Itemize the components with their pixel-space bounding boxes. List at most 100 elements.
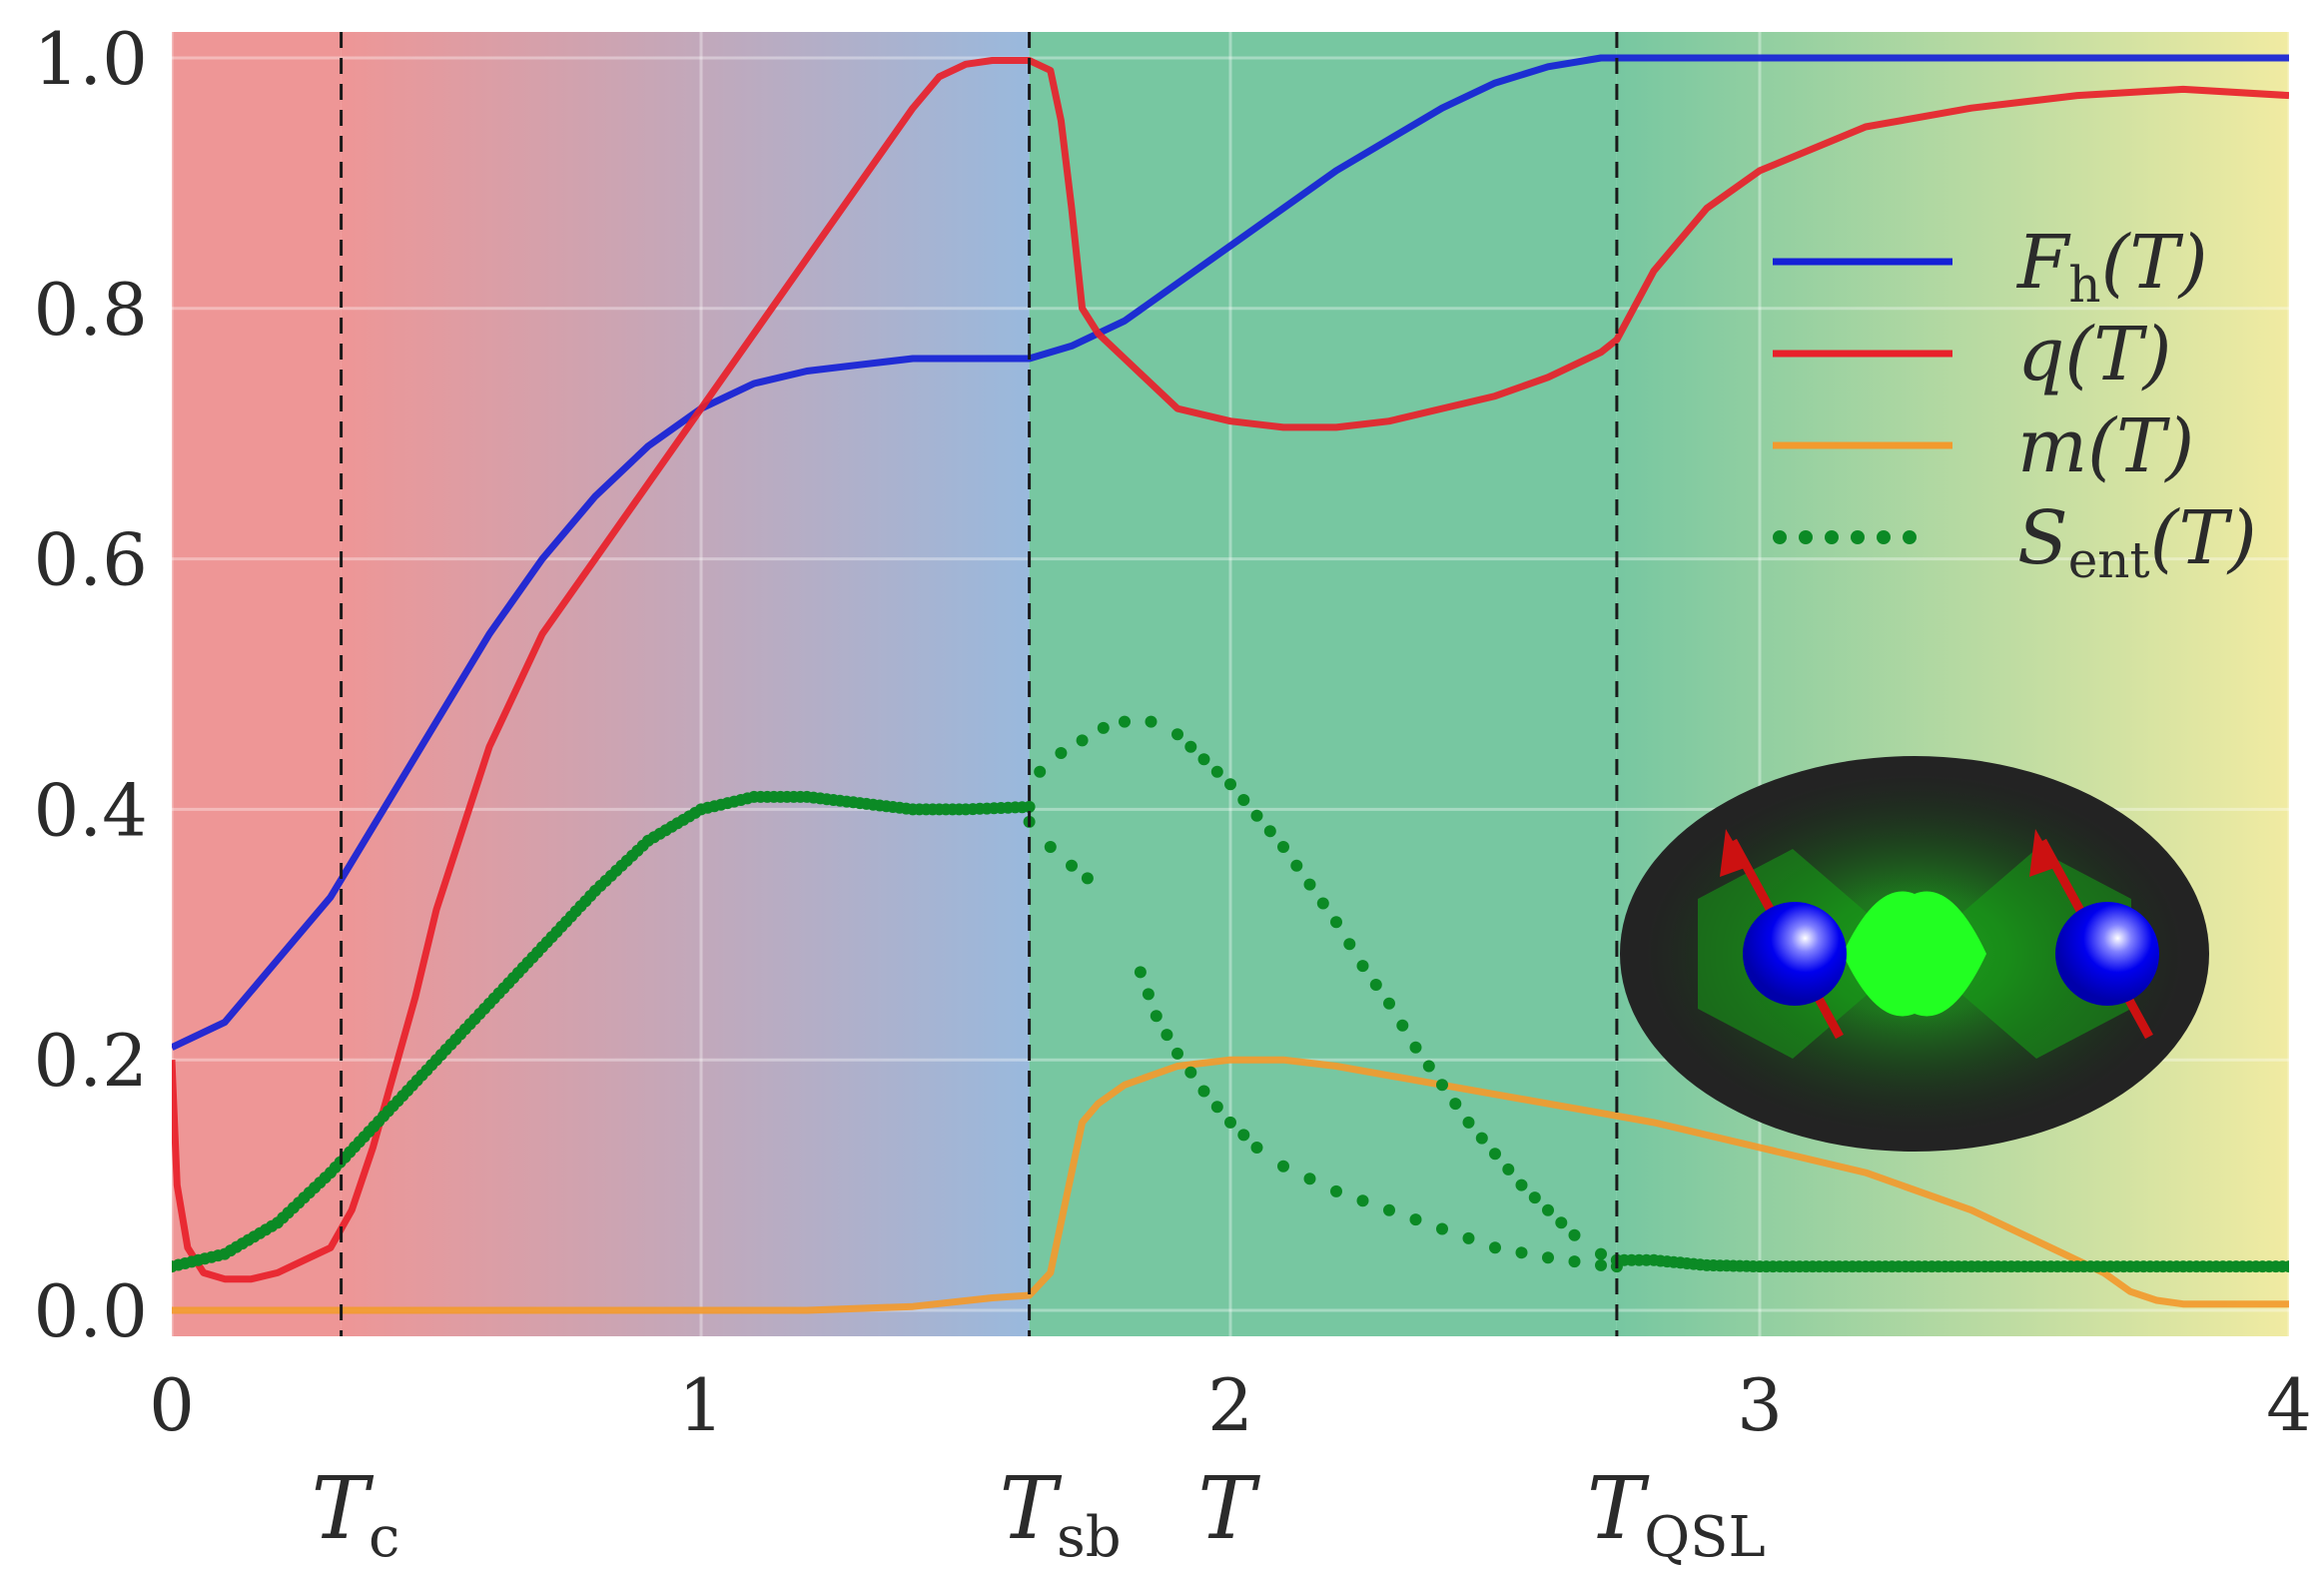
legend-swatch-dot bbox=[1851, 530, 1865, 544]
marker-sub: c bbox=[369, 1505, 399, 1567]
legend-main: F bbox=[2015, 220, 2071, 306]
sent-point bbox=[1436, 1222, 1448, 1235]
legend-rest: (T) bbox=[2101, 220, 2208, 306]
marker-main: T bbox=[1587, 1459, 1650, 1559]
sent-point bbox=[1277, 841, 1289, 853]
x-tick-label: 3 bbox=[1737, 1363, 1783, 1447]
sent-point bbox=[1528, 1191, 1541, 1204]
sent-point bbox=[1277, 1160, 1289, 1173]
sent-point bbox=[1171, 728, 1183, 741]
y-tick-label: 0.6 bbox=[33, 518, 148, 602]
sent-point bbox=[1462, 1116, 1475, 1129]
left-arrow-head bbox=[1720, 829, 1748, 877]
legend-sub: h bbox=[2068, 256, 2100, 314]
sent-point bbox=[1044, 841, 1057, 853]
legend-main: S bbox=[2017, 495, 2068, 581]
sent-point bbox=[1119, 715, 1131, 728]
left-spin-sphere bbox=[1743, 902, 1847, 1006]
background-region-1 bbox=[172, 32, 342, 1336]
sent-point bbox=[1396, 1019, 1409, 1032]
phase-marker-label: Tsb bbox=[1000, 1459, 1122, 1567]
sent-point bbox=[1034, 765, 1047, 778]
axis-tick-labels: 0 1 2 3 4 0.0 0.2 0.4 0.6 0.8 1.0 bbox=[33, 17, 2311, 1447]
sent-point bbox=[1142, 988, 1155, 1001]
x-tick-label: 2 bbox=[1207, 1363, 1253, 1447]
background-region-2 bbox=[341, 32, 1030, 1336]
background-region-3 bbox=[1029, 32, 1617, 1336]
sent-point bbox=[1145, 715, 1158, 728]
sent-point bbox=[1197, 1085, 1210, 1098]
sent-point bbox=[1489, 1148, 1501, 1161]
marker-sub: sb bbox=[1057, 1505, 1122, 1567]
legend-main: q bbox=[2017, 312, 2064, 397]
sent-point bbox=[1330, 916, 1342, 929]
sent-point bbox=[1161, 1029, 1173, 1042]
sent-point bbox=[1055, 747, 1068, 759]
legend-main: m bbox=[2017, 403, 2087, 489]
sent-point bbox=[1250, 1142, 1263, 1154]
marker-sub: QSL bbox=[1644, 1505, 1765, 1567]
sent-point bbox=[1197, 753, 1210, 766]
legend-entry: m(T) bbox=[2017, 403, 2194, 489]
sent-point bbox=[1383, 1203, 1395, 1216]
sent-point bbox=[1184, 740, 1197, 753]
legend-rest: (T) bbox=[2150, 495, 2257, 581]
sent-point bbox=[1224, 778, 1236, 791]
legend-swatch-dot bbox=[1773, 530, 1787, 544]
sent-point bbox=[1081, 872, 1094, 885]
phase-marker-labels: Tc Tsb TQSL bbox=[312, 1459, 1766, 1570]
sent-point bbox=[1356, 960, 1369, 973]
series-line-qt bbox=[172, 57, 2289, 1283]
y-tick-label: 0.0 bbox=[33, 1269, 148, 1353]
y-tick-label: 1.0 bbox=[33, 17, 148, 101]
sent-point bbox=[1462, 1231, 1475, 1244]
sent-point bbox=[1369, 979, 1382, 991]
sent-point bbox=[1184, 1066, 1197, 1079]
sent-point bbox=[1171, 1047, 1183, 1060]
sent-point bbox=[1303, 878, 1316, 891]
legend-rest: (T) bbox=[2087, 403, 2194, 489]
legend-entry: Fh(T) bbox=[2015, 220, 2208, 314]
legend-sub: ent bbox=[2068, 531, 2150, 589]
marker-main: T bbox=[312, 1459, 375, 1559]
sent-point bbox=[1489, 1241, 1501, 1254]
right-arrow-head bbox=[2029, 829, 2057, 877]
sent-point bbox=[1290, 859, 1303, 872]
sent-point bbox=[1422, 1060, 1435, 1073]
legend-entry: Sent(T) bbox=[2017, 495, 2257, 589]
sent-point bbox=[2283, 1260, 2289, 1273]
phase-marker-lines bbox=[340, 32, 1619, 1336]
sent-point bbox=[1595, 1258, 1607, 1271]
legend: Fh(T)q(T)m(T)Sent(T) bbox=[1773, 220, 2257, 589]
sent-point bbox=[1210, 1101, 1223, 1114]
sent-point bbox=[1097, 721, 1110, 734]
sent-point bbox=[1316, 897, 1329, 910]
phase-marker-label: TQSL bbox=[1587, 1459, 1766, 1567]
sent-point bbox=[1409, 1213, 1422, 1226]
sent-point bbox=[1383, 997, 1395, 1010]
sent-point bbox=[1475, 1132, 1488, 1145]
y-tick-label: 0.2 bbox=[33, 1019, 148, 1103]
sent-point bbox=[1263, 825, 1276, 838]
legend-swatch-dot bbox=[1799, 530, 1813, 544]
x-tick-label: 0 bbox=[149, 1363, 195, 1447]
phase-marker-label: Tc bbox=[312, 1459, 400, 1567]
sent-point bbox=[1237, 1129, 1250, 1142]
right-spin-sphere bbox=[2055, 902, 2159, 1006]
legend-entry: q(T) bbox=[2017, 312, 2171, 397]
sent-point bbox=[1568, 1255, 1581, 1268]
sent-point bbox=[1409, 1041, 1422, 1054]
sent-point bbox=[1542, 1251, 1554, 1264]
sent-point bbox=[1542, 1203, 1554, 1216]
sent-point bbox=[1237, 794, 1250, 806]
legend-rest: (T) bbox=[2064, 312, 2171, 397]
legend-swatch-dot bbox=[1877, 530, 1891, 544]
sent-point bbox=[1356, 1194, 1369, 1207]
sent-point bbox=[1023, 800, 1036, 813]
entangled-spin-pair-icon bbox=[1620, 756, 2209, 1152]
sent-point bbox=[1250, 809, 1263, 822]
sent-point bbox=[1436, 1079, 1448, 1092]
legend-swatch-dot bbox=[1825, 530, 1839, 544]
sent-point bbox=[1303, 1173, 1316, 1185]
